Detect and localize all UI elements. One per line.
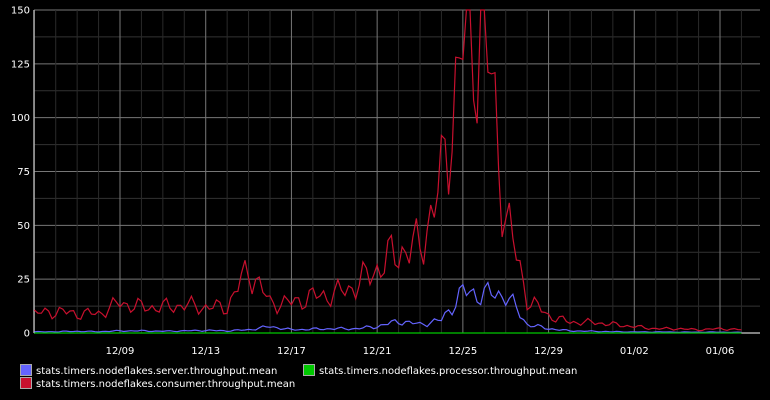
legend-item-consumer: stats.timers.nodeflakes.consumer.through… xyxy=(20,377,295,391)
y-axis: 0 25 50 75 100 125 150 xyxy=(11,6,30,340)
y-tick-label: 25 xyxy=(17,275,30,286)
legend-swatch-server xyxy=(20,364,32,376)
y-tick-label: 150 xyxy=(11,6,30,17)
x-axis: 12/09 12/13 12/17 12/21 12/25 12/29 01/02 01/06 xyxy=(106,346,735,357)
legend-item-server: stats.timers.nodeflakes.server.throughpu… xyxy=(20,364,277,378)
legend: stats.timers.nodeflakes.server.throughpu… xyxy=(20,364,760,394)
legend-swatch-consumer xyxy=(20,377,32,389)
legend-label-consumer: stats.timers.nodeflakes.consumer.through… xyxy=(36,379,296,390)
x-tick-label: 12/25 xyxy=(448,346,477,357)
legend-swatch-processor xyxy=(303,364,315,376)
legend-item-processor: stats.timers.nodeflakes.processor.throug… xyxy=(303,364,577,378)
y-tick-label: 125 xyxy=(11,59,30,70)
legend-label-server: stats.timers.nodeflakes.server.throughpu… xyxy=(36,366,278,377)
y-tick-label: 50 xyxy=(17,221,30,232)
y-tick-label: 75 xyxy=(17,167,30,178)
series-line-2 xyxy=(33,9,742,332)
x-tick-label: 12/13 xyxy=(191,346,220,357)
series-line-0 xyxy=(34,281,742,334)
grid-lines xyxy=(33,9,760,334)
x-tick-label: 12/17 xyxy=(277,346,306,357)
x-tick-label: 12/29 xyxy=(534,346,563,357)
x-tick-label: 01/02 xyxy=(620,346,649,357)
x-tick-label: 12/09 xyxy=(106,346,135,357)
series-lines xyxy=(33,9,742,334)
x-tick-label: 12/21 xyxy=(363,346,392,357)
y-tick-label: 0 xyxy=(24,329,30,340)
x-tick-label: 01/06 xyxy=(706,346,735,357)
legend-label-processor: stats.timers.nodeflakes.processor.throug… xyxy=(319,366,578,377)
y-tick-label: 100 xyxy=(11,113,30,124)
